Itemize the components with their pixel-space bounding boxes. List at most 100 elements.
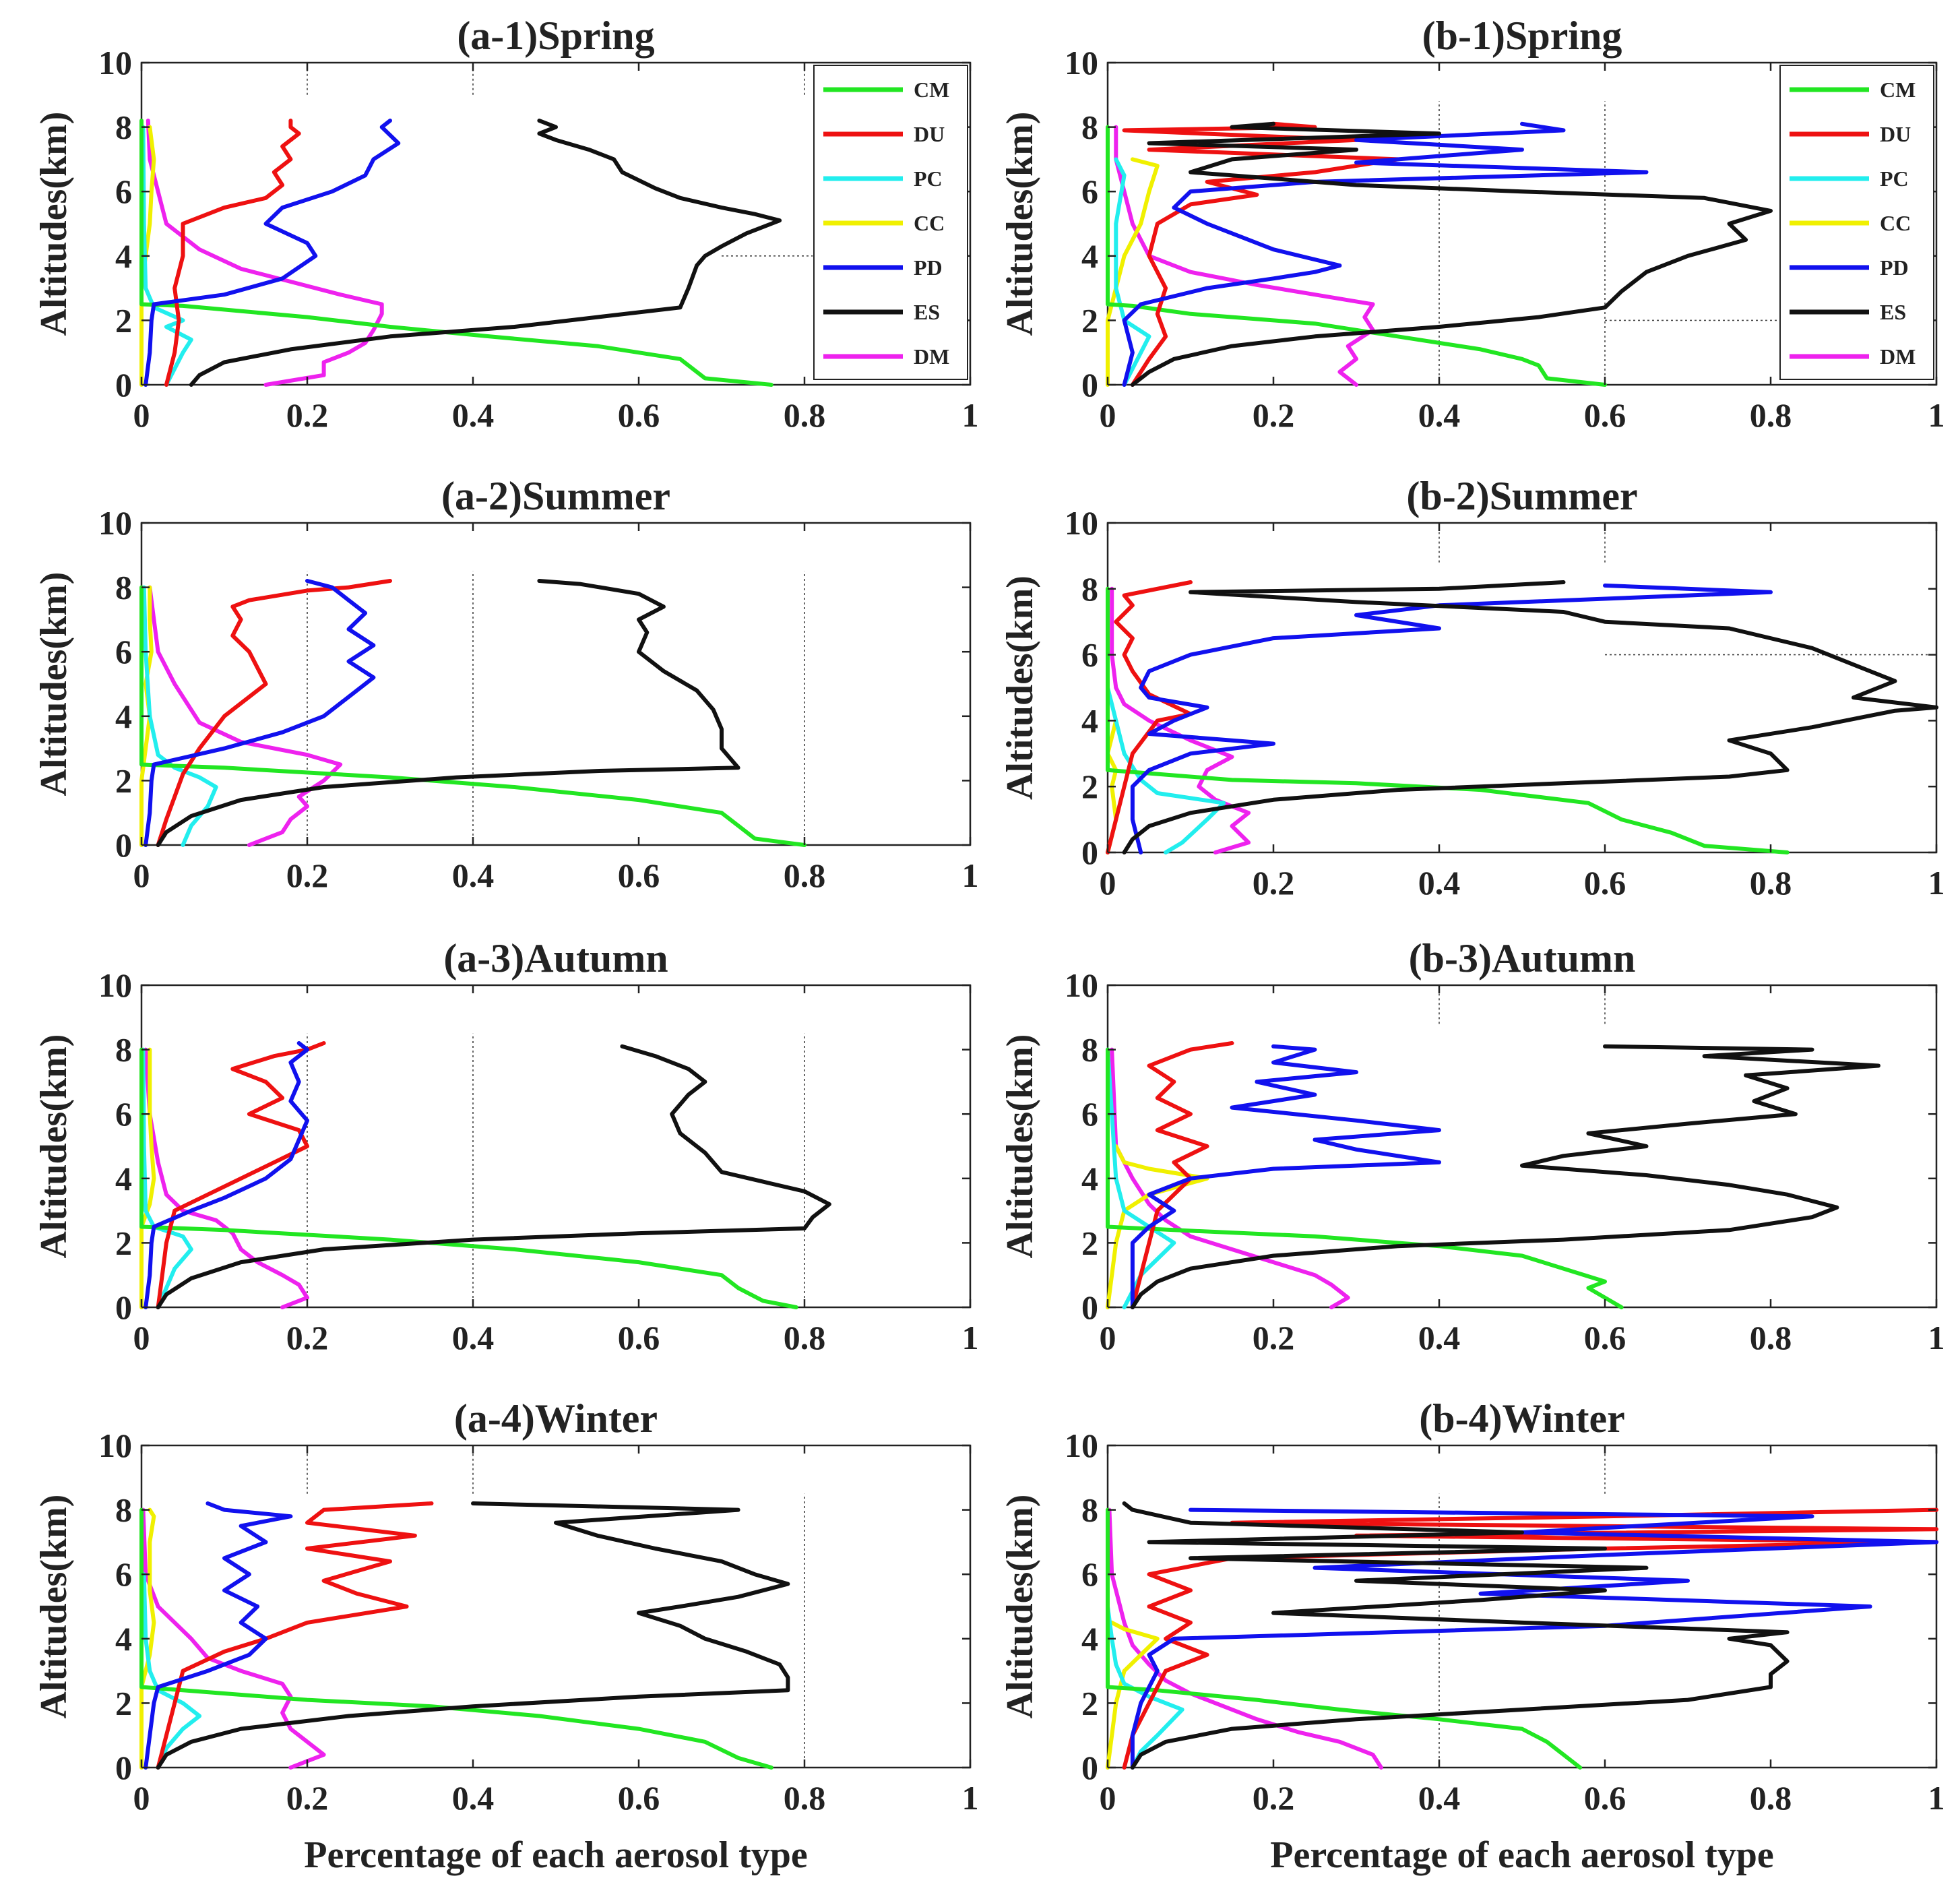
x-tick-label: 0.2 bbox=[1253, 864, 1295, 902]
legend-label-pc: PC bbox=[914, 166, 943, 191]
y-tick-label: 10 bbox=[98, 504, 132, 542]
x-tick-label: 1 bbox=[1928, 396, 1945, 434]
series-line-pd bbox=[144, 1041, 309, 1309]
series-line-pc bbox=[141, 1047, 193, 1309]
y-axis-label: Altitudes(km) bbox=[999, 112, 1041, 336]
y-axis-label: Altitudes(km) bbox=[33, 1034, 75, 1259]
x-tick-label: 0.6 bbox=[1584, 864, 1626, 902]
series-line-cm bbox=[139, 1047, 798, 1309]
series-line-es bbox=[1130, 1044, 1880, 1309]
x-axis-label: Percentage of each aerosol type bbox=[304, 1834, 807, 1876]
x-tick-label: 0.6 bbox=[1584, 1319, 1626, 1356]
y-tick-label: 4 bbox=[1081, 1620, 1098, 1658]
series-line-es bbox=[189, 119, 782, 387]
x-tick-label: 0.8 bbox=[784, 856, 826, 894]
y-tick-label: 0 bbox=[1081, 1288, 1098, 1326]
panel-a1: 0 0.2 0.4 0.6 0.8 10246810(a-1)SpringAltitude… bbox=[33, 13, 979, 434]
legend-label-pc: PC bbox=[1880, 166, 1909, 191]
y-tick-label: 0 bbox=[1081, 1749, 1098, 1786]
series-group-a3 bbox=[139, 1041, 831, 1309]
panel-b2: 0 0.2 0.4 0.6 0.8 10246810(b-2)SummerAltitude… bbox=[999, 474, 1945, 902]
series-line-dm bbox=[148, 585, 343, 847]
y-axis-label: Altitudes(km) bbox=[999, 575, 1041, 800]
x-tick-label: 0 bbox=[1100, 396, 1116, 434]
legend-label-du: DU bbox=[914, 122, 945, 146]
series-line-dm bbox=[1110, 586, 1251, 854]
x-tick-label: 1 bbox=[962, 856, 979, 894]
y-tick-label: 4 bbox=[1081, 701, 1098, 739]
y-tick-label: 8 bbox=[1081, 570, 1098, 608]
panel-b4: 0 0.2 0.4 0.6 0.8 10246810(b-4)WinterAltitude… bbox=[999, 1396, 1945, 1876]
y-tick-label: 10 bbox=[1065, 966, 1098, 1004]
x-tick-label: 0.2 bbox=[286, 856, 329, 894]
y-tick-label: 2 bbox=[1081, 768, 1098, 805]
legend-label-cc: CC bbox=[1880, 211, 1911, 235]
legend-label-du: DU bbox=[1880, 122, 1911, 146]
series-line-es bbox=[1122, 580, 1938, 854]
panel-title: (b-2)Summer bbox=[1406, 474, 1637, 518]
series-line-du bbox=[1130, 1041, 1234, 1309]
series-line-cc bbox=[1106, 1620, 1160, 1770]
y-tick-label: 6 bbox=[1081, 1555, 1098, 1593]
y-tick-label: 4 bbox=[1081, 237, 1098, 275]
x-tick-label: 1 bbox=[962, 1319, 979, 1356]
series-line-cm bbox=[1106, 586, 1790, 854]
legend-label-cc: CC bbox=[914, 211, 945, 235]
y-tick-label: 8 bbox=[1081, 1491, 1098, 1529]
legend: CM DU PC CC PD ES DM bbox=[1779, 65, 1934, 380]
x-tick-label: 0 bbox=[133, 856, 150, 894]
y-tick-label: 6 bbox=[1081, 1095, 1098, 1133]
y-tick-label: 8 bbox=[1081, 1031, 1098, 1069]
x-tick-label: 0.2 bbox=[1253, 1779, 1295, 1817]
y-tick-label: 2 bbox=[1081, 1684, 1098, 1722]
series-line-pd bbox=[144, 119, 401, 387]
series-line-dm bbox=[146, 119, 384, 387]
y-axis-label: Altitudes(km) bbox=[999, 1495, 1041, 1719]
y-tick-label: 8 bbox=[115, 108, 132, 146]
panel-title: (a-3)Autumn bbox=[443, 936, 668, 980]
series-line-pc bbox=[1114, 157, 1151, 387]
series-line-pd bbox=[1122, 121, 1649, 387]
panel-title: (a-2)Summer bbox=[441, 474, 670, 518]
y-tick-label: 6 bbox=[115, 1555, 132, 1593]
series-line-du bbox=[156, 1041, 326, 1309]
x-tick-label: 0.6 bbox=[618, 1779, 660, 1817]
series-line-cm bbox=[139, 585, 807, 847]
x-tick-label: 0.8 bbox=[1750, 396, 1792, 434]
series-group-a2 bbox=[139, 579, 807, 847]
legend-label-es: ES bbox=[914, 300, 940, 324]
y-tick-label: 8 bbox=[115, 569, 132, 606]
y-tick-label: 2 bbox=[115, 1684, 132, 1722]
y-tick-label: 0 bbox=[115, 1288, 132, 1326]
x-tick-label: 0.4 bbox=[452, 856, 495, 894]
series-line-pc bbox=[1106, 685, 1226, 854]
y-tick-label: 2 bbox=[115, 761, 132, 799]
x-tick-label: 0.6 bbox=[618, 856, 660, 894]
series-line-dm bbox=[1110, 1047, 1350, 1309]
series-line-du bbox=[1122, 121, 1400, 387]
panel-title: (b-3)Autumn bbox=[1409, 936, 1636, 980]
x-tick-label: 0.8 bbox=[1750, 864, 1792, 902]
series-group-a4 bbox=[139, 1501, 790, 1770]
y-tick-label: 8 bbox=[115, 1031, 132, 1069]
legend-label-cm: CM bbox=[914, 77, 949, 102]
y-tick-label: 10 bbox=[98, 44, 132, 82]
series-group-b1 bbox=[1106, 121, 1773, 387]
y-tick-label: 0 bbox=[1081, 834, 1098, 871]
x-tick-label: 0.4 bbox=[1418, 1779, 1461, 1817]
x-tick-label: 1 bbox=[1928, 1779, 1945, 1817]
panel-a4: 0 0.2 0.4 0.6 0.8 10246810(a-4)WinterAltitude… bbox=[33, 1396, 979, 1876]
y-tick-label: 10 bbox=[98, 966, 132, 1004]
y-tick-label: 2 bbox=[115, 301, 132, 339]
series-line-pd bbox=[144, 1501, 293, 1770]
y-tick-label: 8 bbox=[115, 1491, 132, 1529]
panel-title: (a-4)Winter bbox=[454, 1396, 658, 1441]
y-tick-label: 6 bbox=[115, 633, 132, 670]
y-tick-label: 6 bbox=[1081, 173, 1098, 210]
y-tick-label: 2 bbox=[115, 1224, 132, 1261]
y-tick-label: 0 bbox=[115, 366, 132, 404]
y-tick-label: 4 bbox=[115, 1160, 132, 1197]
panel-title: (b-1)Spring bbox=[1422, 13, 1622, 58]
x-tick-label: 0 bbox=[1100, 1319, 1116, 1356]
x-tick-label: 0 bbox=[133, 1779, 150, 1817]
